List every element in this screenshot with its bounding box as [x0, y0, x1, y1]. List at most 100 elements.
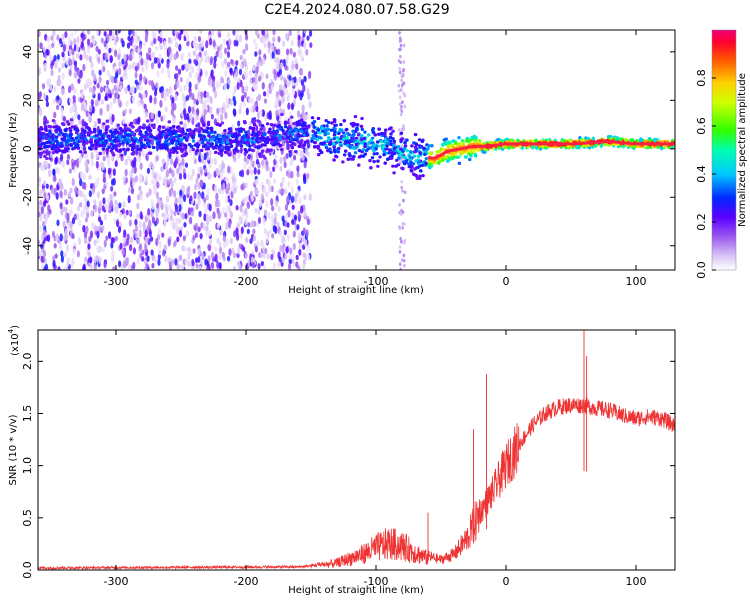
- spectrogram-cell: [94, 180, 98, 189]
- spectrogram-cell: [79, 72, 83, 79]
- spectrogram-cell: [235, 205, 239, 211]
- spectrogram-cell: [187, 51, 191, 58]
- spectrogram-cell: [276, 95, 280, 102]
- spectrogram-cell: [206, 122, 211, 127]
- spectrogram-cell: [212, 40, 216, 48]
- spectrogram-cell: [400, 180, 403, 184]
- spectrogram-cell: [109, 101, 113, 109]
- spectrogram-cell: [238, 34, 243, 43]
- spectrogram-cell: [251, 261, 255, 269]
- spectrogram-cell: [232, 265, 237, 270]
- spectrogram-cell: [285, 54, 290, 62]
- spectrogram-cell: [243, 59, 248, 68]
- spectrogram-cell: [114, 78, 118, 84]
- spectrogram-cell: [39, 151, 44, 155]
- spectrogram-cell: [107, 52, 111, 61]
- spectrogram-cell: [270, 141, 274, 145]
- spectrogram-cell: [224, 112, 228, 120]
- spectrogram-cell: [255, 95, 260, 102]
- spectrogram-cell: [240, 244, 244, 251]
- spectrogram-cell: [82, 263, 86, 270]
- spectrogram-cell: [166, 90, 170, 98]
- spectrogram-cell: [165, 169, 170, 178]
- spectrogram-cell: [295, 261, 299, 268]
- spectrogram-cell: [241, 85, 245, 94]
- spectrogram-cell: [173, 190, 177, 198]
- spectrogram-cell: [38, 92, 42, 100]
- spectrogram-cell: [207, 155, 211, 161]
- spectrogram-cell: [154, 45, 159, 52]
- spectrogram-cell: [300, 138, 304, 143]
- spectrogram-cell: [303, 176, 307, 185]
- spectrogram-cell: [65, 59, 69, 66]
- spectrogram-cell: [410, 144, 414, 148]
- spectrogram-cell: [296, 165, 300, 173]
- spectrogram-cell: [222, 235, 227, 243]
- spectrogram-cell: [134, 71, 138, 79]
- spectrogram-cell: [180, 30, 184, 35]
- spectrogram-cell: [127, 264, 132, 270]
- spectrogram-cell: [118, 260, 122, 268]
- spectrogram-cell: [221, 60, 225, 69]
- spectrogram-cell: [292, 154, 297, 161]
- spectrogram-cell: [58, 244, 63, 250]
- spectrogram-cell: [401, 100, 404, 104]
- spectrogram-cell: [224, 212, 228, 218]
- spectrogram-cell: [351, 134, 355, 138]
- spectrogram-cell: [187, 185, 191, 193]
- spectrogram-cell: [179, 189, 183, 196]
- spectrogram-cell: [403, 93, 407, 98]
- spectrogram-cell: [42, 200, 47, 207]
- spectrogram-cell: [398, 67, 402, 71]
- spectrogram-cell: [59, 153, 64, 162]
- spectrogram-cell: [238, 214, 242, 223]
- spectrogram-cell: [220, 76, 224, 84]
- spectrogram-cell: [103, 260, 107, 268]
- spectrogram-cell: [80, 103, 85, 112]
- spectrogram-cell: [229, 99, 233, 106]
- spectrogram-cell: [122, 201, 126, 208]
- spectrogram-cell: [135, 225, 139, 232]
- spectrogram-cell: [228, 248, 232, 256]
- spectrogram-cell: [139, 84, 143, 92]
- spectrogram-cell: [428, 151, 432, 155]
- spectrogram-cell: [260, 239, 264, 247]
- spectrogram-cell: [218, 262, 222, 270]
- spectrogram-cell: [124, 158, 128, 166]
- spectrogram-cell: [397, 89, 401, 93]
- spectrogram-cell: [261, 154, 266, 158]
- spectrogram-cell: [139, 176, 143, 184]
- spectrogram-cell: [171, 169, 175, 178]
- spectrogram-cell: [221, 163, 226, 169]
- spectrogram-cell: [255, 158, 259, 165]
- spectrogram-cell: [284, 32, 289, 40]
- spectrogram-cell: [156, 181, 160, 189]
- spectrogram-cell: [230, 191, 234, 199]
- spectrogram-cell: [378, 155, 382, 159]
- spectrogram-cell: [95, 45, 99, 52]
- spectrogram-cell: [176, 236, 180, 243]
- spectrogram-cell: [231, 172, 236, 180]
- spectrogram-cell: [93, 120, 98, 128]
- spectrogram-cell: [180, 197, 184, 205]
- spectrogram-cell: [383, 161, 387, 165]
- spectrogram-cell: [79, 202, 83, 208]
- spectrogram-cell: [303, 114, 307, 121]
- spectrogram-cell: [181, 129, 185, 134]
- spectrogram-cell: [235, 233, 240, 241]
- spectrogram-cell: [296, 224, 300, 231]
- spectrogram-cell: [204, 258, 208, 266]
- spectrogram-cell: [225, 176, 229, 185]
- spectrogram-cell: [127, 195, 131, 204]
- spectrogram-cell: [203, 213, 207, 222]
- spectrogram-cell: [227, 255, 231, 262]
- spectrogram-cell: [280, 147, 284, 152]
- spectrogram-cell: [281, 188, 285, 195]
- spectrogram-cell: [183, 108, 187, 116]
- spectrogram-cell: [307, 92, 311, 101]
- spectrogram-cell: [271, 51, 275, 59]
- spectrogram-cell: [90, 159, 95, 167]
- spectrogram-cell: [204, 56, 208, 64]
- spectrogram-cell: [279, 182, 284, 188]
